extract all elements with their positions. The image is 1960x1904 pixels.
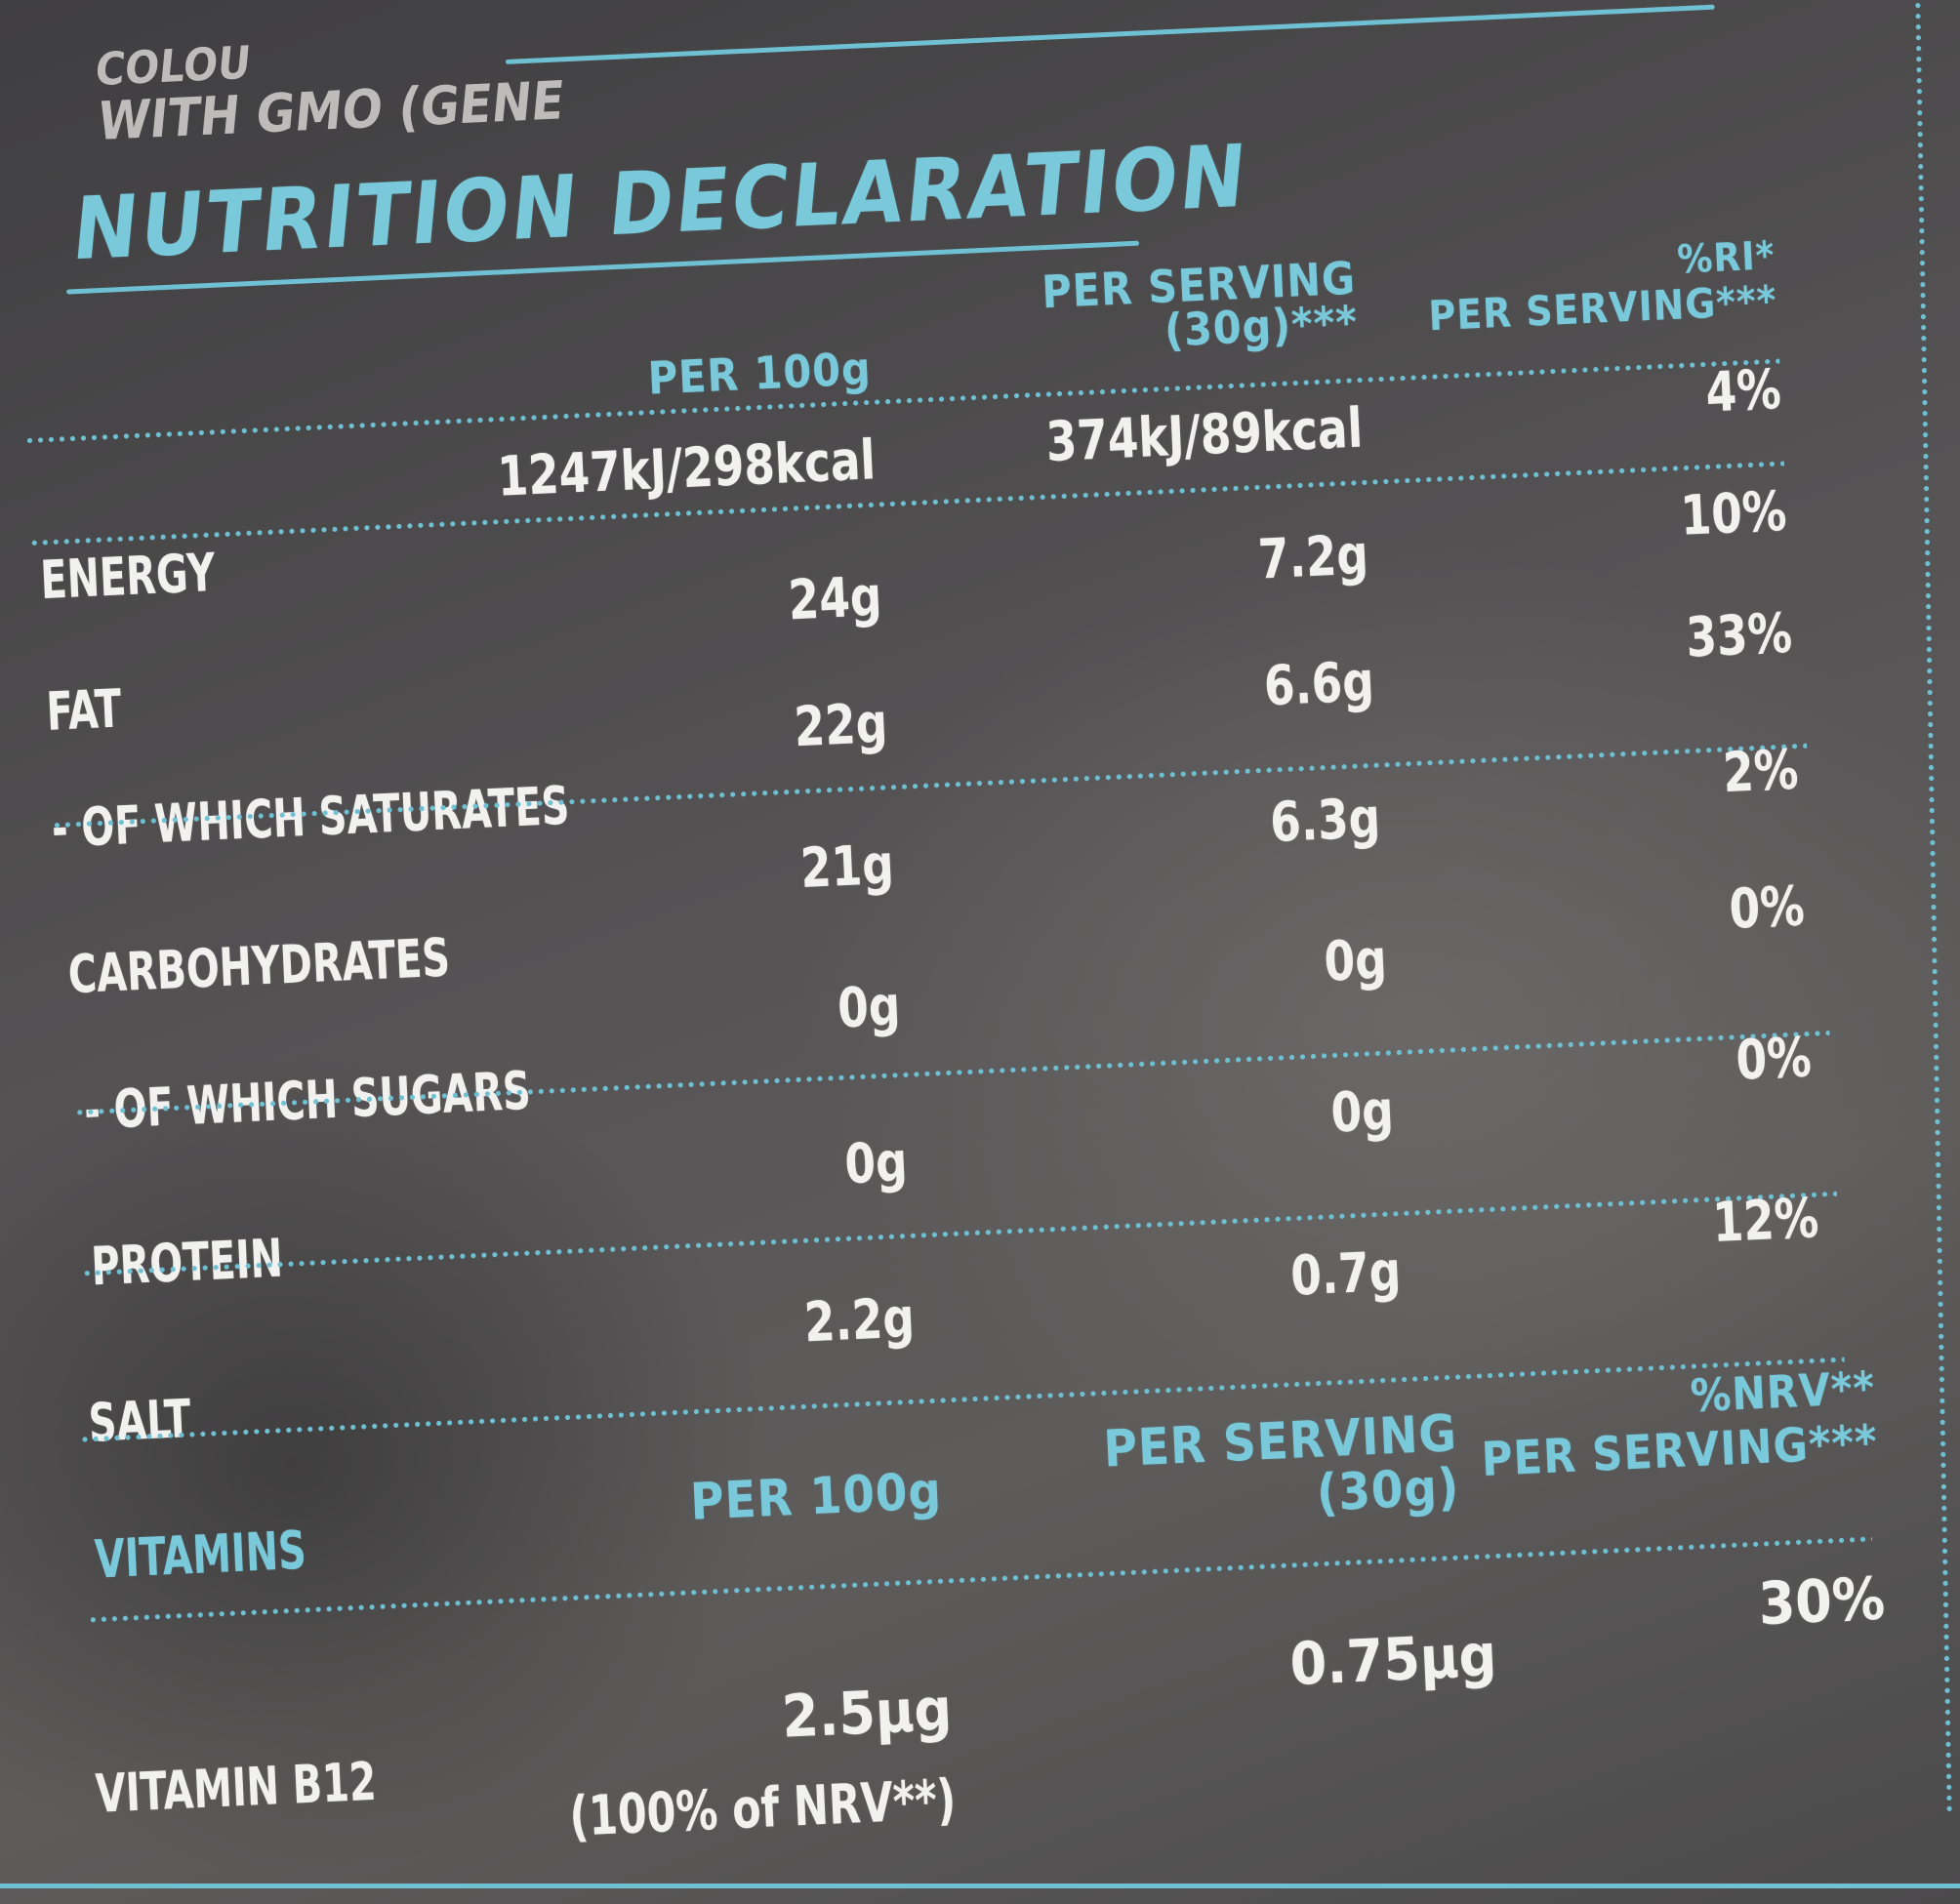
dotted-divider	[87, 1535, 1873, 1623]
row-fat-per100: 24g	[787, 565, 883, 633]
row-label-energy: ENERGY	[39, 541, 217, 612]
vitamins-header-per-serving-line2: (30g)	[1315, 1458, 1461, 1523]
row-carbohydrates-ri: 2%	[1721, 738, 1800, 806]
row-carbohydrates-per100: 21g	[798, 832, 896, 902]
row-protein-per100: 0g	[843, 1130, 909, 1197]
dotted-divider	[23, 358, 1780, 444]
top-divider	[505, 4, 1715, 64]
vitamins-header-nrv-line2: PER SERVING***	[1480, 1414, 1879, 1488]
row-salt-serving: 0.7g	[1288, 1239, 1403, 1309]
vitamins-header-per100: PER 100g	[689, 1462, 944, 1532]
row-fat-serving: 7.2g	[1256, 523, 1370, 592]
row-sugars-serving: 0g	[1323, 927, 1389, 994]
row-protein-serving: 0g	[1329, 1078, 1396, 1146]
dotted-divider	[81, 1191, 1838, 1276]
row-sugars-ri: 0%	[1728, 874, 1807, 942]
row-label-saturates: - OF WHICH SATURATES	[50, 774, 571, 860]
vitamins-header-label: VITAMINS	[93, 1519, 308, 1591]
bottom-border-line	[0, 1884, 1960, 1888]
row-label-vitamin-b12: VITAMIN B12	[94, 1750, 378, 1825]
row-sugars-per100: 0g	[836, 974, 902, 1041]
row-energy-ri: 4%	[1704, 358, 1782, 425]
row-vitamin-b12-serving: 0.75µg	[1288, 1621, 1498, 1700]
row-vitamin-b12-nrv: 30%	[1757, 1564, 1887, 1640]
row-label-carbohydrates: CARBOHYDRATES	[66, 926, 452, 1006]
row-vitamin-b12-per100: 2.5µg	[780, 1675, 954, 1752]
row-label-fat: FAT	[45, 677, 123, 743]
row-salt-per100: 2.2g	[802, 1286, 917, 1356]
row-saturates-ri: 33%	[1684, 601, 1794, 670]
row-energy-serving: 374kJ/89kcal	[1044, 396, 1365, 475]
row-fat-ri: 10%	[1679, 479, 1788, 548]
row-carbohydrates-serving: 6.3g	[1268, 787, 1382, 856]
nutrition-title: NUTRITION DECLARATION	[68, 125, 1253, 280]
row-saturates-per100: 22g	[793, 691, 889, 760]
row-salt-ri: 12%	[1711, 1187, 1820, 1256]
header-per100: PER 100g	[646, 342, 873, 405]
row-protein-ri: 0%	[1735, 1026, 1814, 1093]
row-energy-per100: 1247kJ/298kcal	[496, 428, 878, 509]
row-saturates-serving: 6.6g	[1262, 650, 1376, 719]
row-vitamin-b12-per100-note: (100% of NRV**)	[568, 1767, 958, 1849]
